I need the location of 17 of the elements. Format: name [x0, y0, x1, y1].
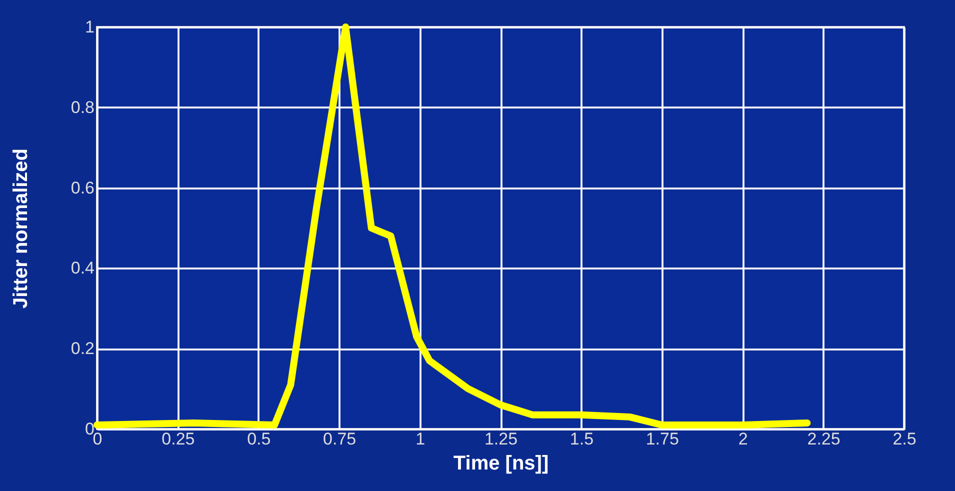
y-tick-label: 1: [85, 18, 94, 36]
y-tick-label: 0.2: [70, 339, 94, 358]
x-tick-label: 1.75: [646, 430, 679, 448]
x-tick-label: 1.25: [484, 430, 518, 448]
x-tick-label: 2: [738, 430, 748, 448]
x-tick-label: 1.5: [570, 430, 594, 448]
y-tick-label: 0.8: [70, 98, 94, 117]
y-axis-title: Jitter normalized: [10, 148, 32, 309]
x-tick-label: 0.75: [323, 430, 356, 448]
x-tick-label: 0.5: [247, 430, 271, 448]
x-tick-label: 2.25: [807, 430, 840, 448]
y-tick-label: 0.6: [70, 178, 94, 198]
x-tick-label: 1: [416, 430, 426, 448]
x-tick-label: 0.25: [162, 430, 195, 448]
x-axis-title: Time [ns]]: [453, 452, 549, 474]
x-tick-label: 2.5: [892, 430, 916, 448]
y-tick-label: 0.4: [70, 258, 94, 278]
